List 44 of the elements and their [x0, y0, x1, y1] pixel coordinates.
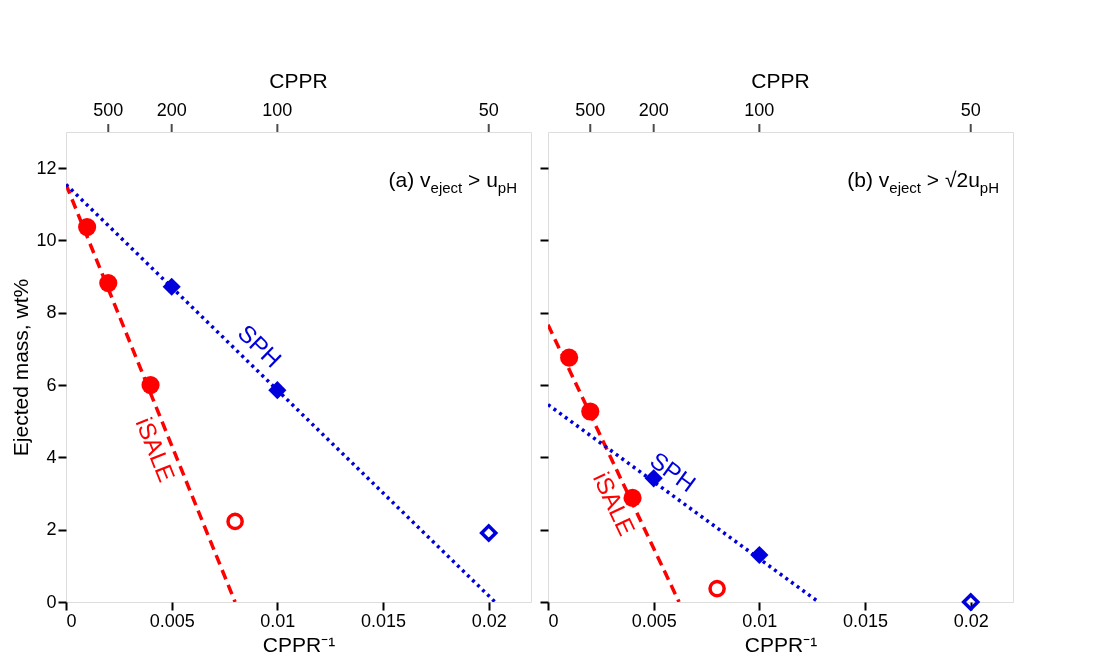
y-tick-label: 2 — [46, 519, 57, 540]
y-tick-label: 6 — [46, 374, 57, 395]
text: 500 — [93, 100, 124, 120]
text: 100 — [262, 100, 293, 120]
x-axis-title: CPPR⁻¹ — [262, 632, 336, 656]
point — [560, 348, 579, 367]
y-tick-label: 8 — [46, 302, 57, 323]
point — [581, 402, 600, 421]
x-tick-label: 0.015 — [361, 610, 407, 631]
text: 50 — [478, 100, 499, 120]
x2-axis-title: CPPR — [751, 69, 810, 92]
text: 50 — [960, 100, 981, 120]
y-tick-label: 12 — [36, 157, 57, 178]
x2-axis-title: CPPR — [269, 69, 328, 92]
point — [226, 512, 244, 531]
text: 100 — [744, 100, 775, 120]
x-tick-label: 0.005 — [631, 610, 677, 631]
text: 200 — [638, 100, 669, 120]
point — [162, 277, 181, 296]
point — [961, 593, 980, 611]
y-tick-label: 0 — [46, 591, 57, 612]
text: 500 — [575, 100, 606, 120]
x-tick-label: 0.01 — [260, 610, 296, 631]
x-tick-label: 0 — [548, 610, 559, 631]
point — [479, 524, 498, 542]
y-axis-title: Ejected mass, wt% — [9, 278, 33, 457]
x-tick-label: 0.015 — [843, 610, 889, 631]
y-tick-label: 10 — [36, 229, 57, 250]
x-tick-label: 0.02 — [953, 610, 989, 631]
x-tick-label: 0.005 — [149, 610, 195, 631]
point — [268, 381, 287, 400]
point — [99, 274, 118, 293]
x-tick-label: 0.01 — [742, 610, 778, 631]
point — [750, 545, 769, 565]
point — [708, 579, 726, 598]
x-tick-label: 0.02 — [471, 610, 507, 631]
y-tick-label: 4 — [46, 446, 57, 467]
text: 200 — [156, 100, 187, 120]
point — [78, 218, 97, 237]
text: iSALE — [130, 413, 181, 486]
text: SPH — [645, 446, 702, 498]
x-tick-label: 0 — [66, 610, 77, 631]
x-axis-title: CPPR⁻¹ — [744, 632, 818, 656]
point — [141, 376, 160, 395]
